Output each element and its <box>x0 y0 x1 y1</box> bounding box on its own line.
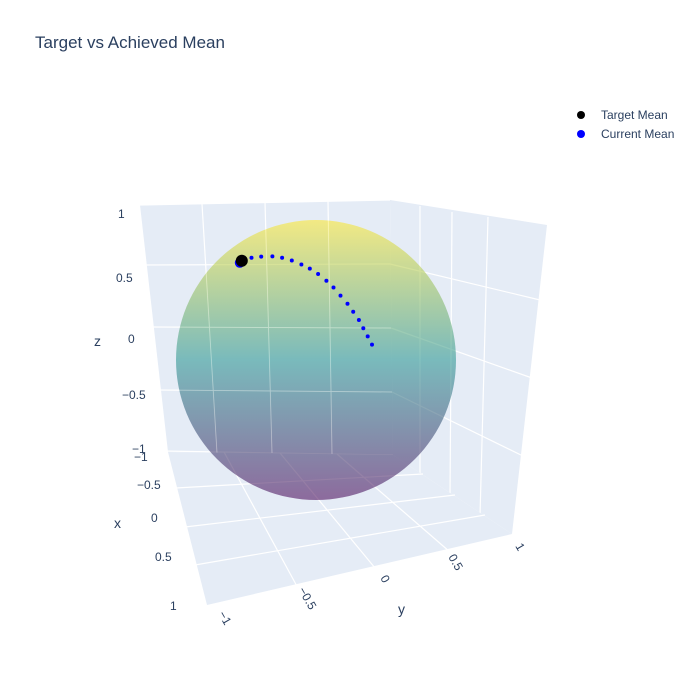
current-mean-point-13[interactable] <box>345 301 350 306</box>
current-mean-point-2[interactable] <box>249 255 254 260</box>
legend-item-target-mean[interactable]: Target Mean <box>574 106 674 125</box>
current-mean-point-4[interactable] <box>270 254 275 259</box>
current-mean-point-10[interactable] <box>324 278 329 283</box>
current-mean-point-12[interactable] <box>338 293 343 298</box>
chart-title: Target vs Achieved Mean <box>35 33 225 52</box>
y-tick-0: 0 <box>377 573 393 586</box>
legend-label-current-mean: Current Mean <box>601 127 675 141</box>
current-mean-point-17[interactable] <box>365 334 370 339</box>
y-tick-neg-1: −1 <box>215 609 234 628</box>
current-mean-point-7[interactable] <box>299 262 304 267</box>
target-mean-point-0[interactable] <box>235 254 248 267</box>
current-mean-point-9[interactable] <box>316 272 321 276</box>
current-mean-point-11[interactable] <box>331 285 336 290</box>
current-mean-point-6[interactable] <box>289 258 294 263</box>
y-tick-0-5: 0.5 <box>445 552 466 574</box>
current-mean-point-18[interactable] <box>370 342 374 347</box>
z-tick-neg-1: −1 <box>132 442 146 456</box>
y-tick-1: 1 <box>512 541 528 554</box>
z-tick-1: 1 <box>118 207 125 221</box>
current-mean-point-3[interactable] <box>259 254 264 259</box>
x-tick-neg-1: −1 <box>134 450 148 464</box>
x-tick-0: 0 <box>151 511 158 525</box>
x-axis-title: x <box>114 515 121 531</box>
current-mean-point-15[interactable] <box>356 318 361 322</box>
x-tick-1: 1 <box>170 599 177 613</box>
sphere-surface[interactable] <box>176 220 456 500</box>
y-tick-neg-0-5: −0.5 <box>295 585 319 613</box>
y-axis-title: y <box>398 601 405 617</box>
legend-item-current-mean[interactable]: Current Mean <box>574 125 674 144</box>
legend-marker-current-mean <box>577 130 585 138</box>
z-tick-0: 0 <box>128 332 135 346</box>
current-mean-point-8[interactable] <box>307 266 312 271</box>
z-tick-0-5: 0.5 <box>116 271 133 285</box>
floor-pane <box>168 452 512 605</box>
current-mean-point-5[interactable] <box>280 255 285 260</box>
target-mean-series[interactable] <box>235 254 248 267</box>
z-axis-title: z <box>94 333 101 349</box>
z-tick-neg-0-5: −0.5 <box>122 388 146 402</box>
legend[interactable]: Target Mean Current Mean <box>574 106 674 144</box>
x-tick-0-5: 0.5 <box>155 550 172 564</box>
x-tick-neg-0-5: −0.5 <box>137 478 161 492</box>
current-mean-point-16[interactable] <box>361 326 366 331</box>
sphere-grid-overlay <box>150 200 393 455</box>
legend-label-target-mean: Target Mean <box>601 108 668 122</box>
legend-marker-target-mean <box>577 111 585 119</box>
current-mean-point-14[interactable] <box>351 309 356 314</box>
